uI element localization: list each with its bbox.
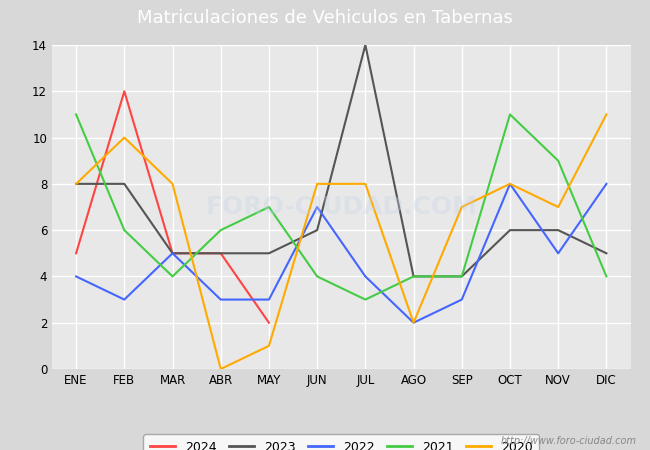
- Text: Matriculaciones de Vehiculos en Tabernas: Matriculaciones de Vehiculos en Tabernas: [137, 9, 513, 27]
- Text: http://www.foro-ciudad.com: http://www.foro-ciudad.com: [501, 436, 637, 446]
- Legend: 2024, 2023, 2022, 2021, 2020: 2024, 2023, 2022, 2021, 2020: [144, 434, 539, 450]
- Text: FORO-CIUDAD.COM: FORO-CIUDAD.COM: [205, 195, 477, 219]
